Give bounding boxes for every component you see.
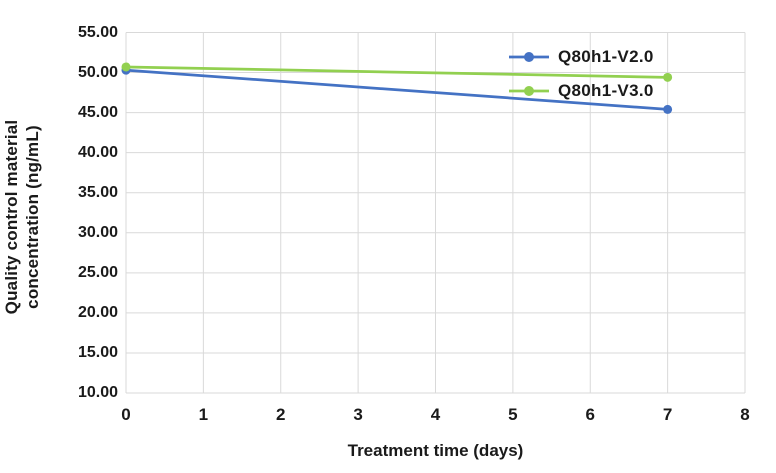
legend-item-Q80h1-V3.0: Q80h1-V3.0 (508, 79, 654, 103)
y-axis-title-line2: concentration (ng/mL) (23, 125, 42, 309)
x-tick-label: 2 (276, 405, 286, 424)
legend-label: Q80h1-V3.0 (558, 81, 654, 100)
legend: Q80h1-V2.0 Q80h1-V3.0 (508, 45, 654, 103)
x-tick-label: 4 (430, 405, 441, 424)
y-tick-label: 45.00 (77, 103, 118, 121)
data-point-marker-Q80h1-V3.0 (121, 62, 131, 72)
legend-line-marker-icon (509, 86, 549, 96)
legend-line-marker-icon (509, 52, 549, 62)
y-tick-label: 55.00 (77, 23, 118, 41)
x-tick-label: 0 (121, 405, 131, 424)
x-tick-label: 6 (585, 405, 595, 424)
legend-label: Q80h1-V2.0 (558, 47, 654, 66)
series-line-Q80h1-V3.0 (124, 65, 669, 79)
x-tick-label: 1 (198, 405, 209, 424)
y-tick-label: 50.00 (77, 63, 118, 81)
x-axis-title: Treatment time (days) (347, 441, 524, 460)
x-tick-label: 8 (740, 405, 750, 424)
y-axis-title-line1: Quality control material (2, 119, 21, 315)
y-tick-label: 25.00 (77, 263, 118, 281)
y-tick-label: 35.00 (77, 183, 118, 201)
y-tick-label: 15.00 (77, 343, 118, 361)
y-tick-label: 40.00 (77, 143, 118, 161)
x-tick-label: 7 (662, 405, 673, 424)
y-axis-title: Quality control material concentration (… (1, 52, 43, 382)
x-tick-label: 3 (353, 405, 363, 424)
y-tick-label: 20.00 (77, 303, 118, 321)
series-line-Q80h1-V2.0 (124, 68, 669, 111)
data-point-marker-Q80h1-V3.0 (663, 72, 673, 82)
y-tick-label: 10.00 (77, 384, 118, 401)
x-tick-label: 5 (508, 405, 518, 424)
data-point-marker-Q80h1-V2.0 (663, 104, 673, 114)
y-tick-label: 30.00 (77, 223, 118, 241)
legend-item-Q80h1-V2.0: Q80h1-V2.0 (508, 45, 654, 69)
